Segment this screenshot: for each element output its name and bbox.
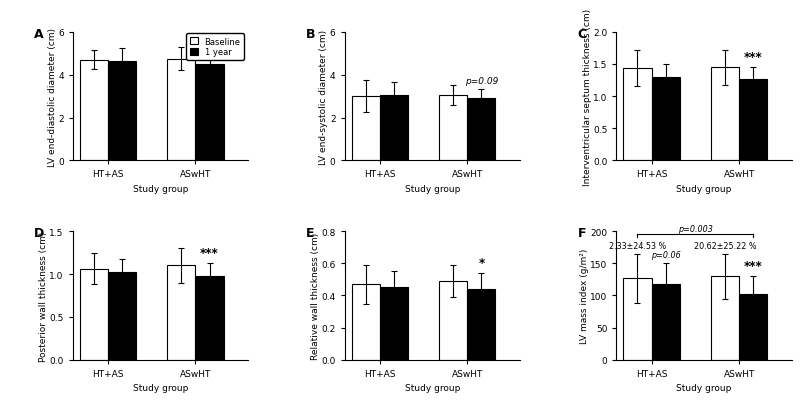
X-axis label: Study group: Study group [676, 384, 732, 392]
Text: **: ** [204, 37, 216, 50]
X-axis label: Study group: Study group [133, 184, 188, 193]
Y-axis label: Relative wall thickness (cm): Relative wall thickness (cm) [311, 232, 320, 359]
Bar [711, 276, 739, 360]
Bar [440, 281, 467, 360]
Bar [351, 285, 380, 360]
Bar [351, 97, 380, 161]
Legend: Baseline, 1 year: Baseline, 1 year [187, 34, 244, 61]
Bar [651, 78, 680, 161]
Text: p=0.09: p=0.09 [465, 76, 498, 85]
Text: C: C [578, 27, 587, 40]
Bar [167, 59, 196, 161]
Y-axis label: LV mass index (g/m²): LV mass index (g/m²) [580, 248, 589, 343]
Text: 20.62±25.22 %: 20.62±25.22 % [694, 241, 756, 250]
Bar [739, 294, 768, 360]
X-axis label: Study group: Study group [676, 184, 732, 193]
Text: *: * [478, 256, 485, 270]
Bar [196, 65, 224, 161]
Bar [651, 284, 680, 360]
Y-axis label: Posterior wall thickness (cm): Posterior wall thickness (cm) [39, 231, 48, 361]
Text: F: F [578, 227, 587, 239]
Bar [624, 69, 651, 161]
Bar [107, 273, 136, 360]
Text: 2.33±24.53 %: 2.33±24.53 % [609, 241, 666, 250]
Bar [80, 269, 107, 360]
Text: E: E [306, 227, 314, 239]
Bar [107, 62, 136, 161]
X-axis label: Study group: Study group [133, 384, 188, 392]
Bar [739, 80, 768, 161]
Y-axis label: LV end-systolic diameter (cm): LV end-systolic diameter (cm) [319, 29, 328, 164]
Text: A: A [34, 27, 44, 40]
X-axis label: Study group: Study group [405, 384, 460, 392]
Bar [467, 99, 495, 161]
Bar [380, 287, 408, 360]
Text: B: B [306, 27, 315, 40]
Bar [711, 68, 739, 161]
Y-axis label: Interventricular septum thickness (cm): Interventricular septum thickness (cm) [583, 9, 591, 185]
Bar [380, 96, 408, 161]
Bar [624, 279, 651, 360]
Text: ***: *** [744, 260, 763, 273]
Bar [467, 289, 495, 360]
Bar [196, 276, 224, 360]
X-axis label: Study group: Study group [405, 184, 460, 193]
Bar [440, 96, 467, 161]
Bar [167, 266, 196, 360]
Text: p=0.06: p=0.06 [650, 251, 680, 260]
Text: D: D [34, 227, 44, 239]
Bar [80, 61, 107, 161]
Text: p=0.003: p=0.003 [678, 225, 713, 234]
Y-axis label: LV end-diastolic diameter (cm): LV end-diastolic diameter (cm) [48, 27, 57, 166]
Text: ***: *** [744, 51, 763, 64]
Text: ***: *** [200, 247, 219, 259]
